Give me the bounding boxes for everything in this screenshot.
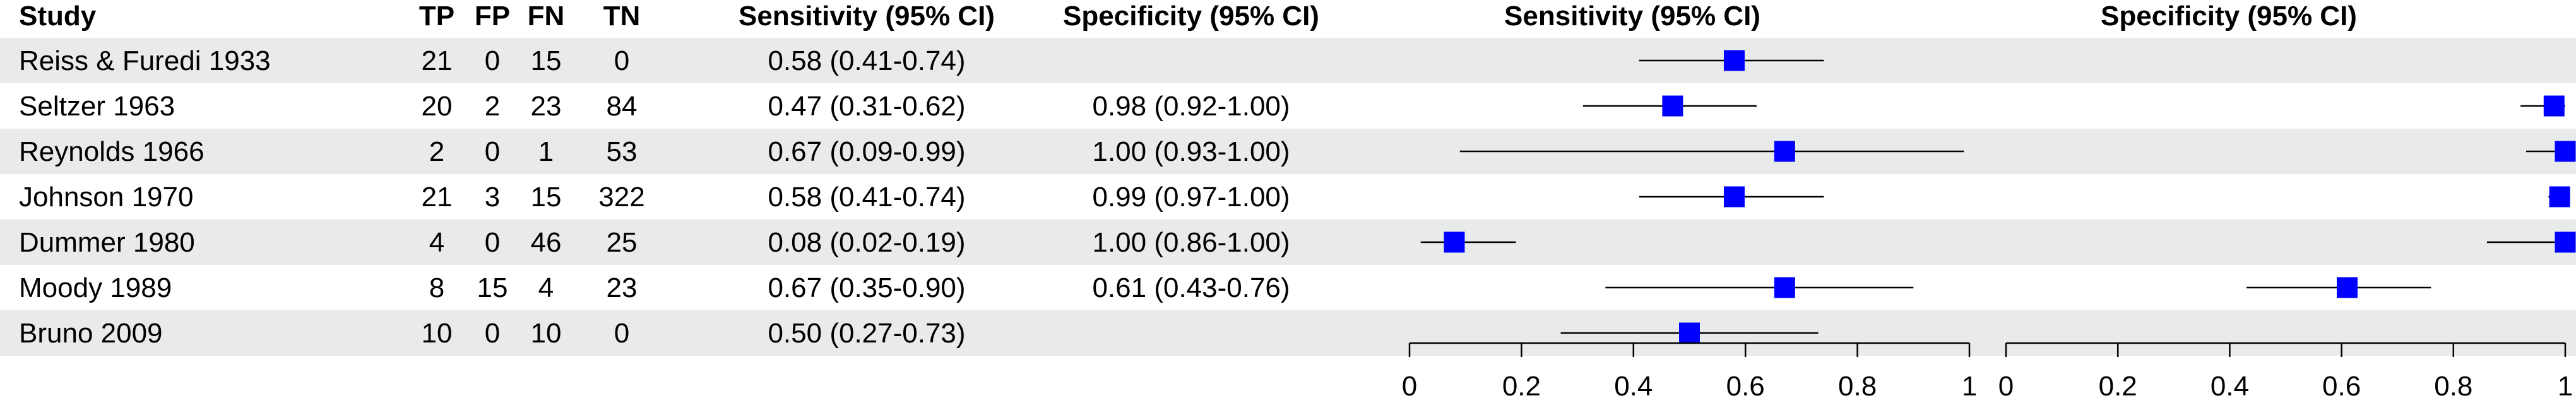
cell-fn: 4: [538, 272, 554, 303]
header-study: Study: [19, 1, 97, 32]
cell-tp: 20: [422, 91, 453, 122]
cell-tn: 322: [598, 182, 644, 213]
cell-tp: 21: [422, 45, 453, 76]
sensitivity-point: [1723, 186, 1745, 207]
cell-sens-text: 0.47 (0.31-0.62): [768, 91, 965, 122]
specificity-tick-label: 0.4: [2211, 371, 2249, 402]
cell-study: Moody 1989: [19, 272, 172, 303]
cell-tp: 4: [429, 227, 444, 258]
row-stripe: [0, 129, 2576, 174]
table-row: Seltzer 1963 20 2 23 84 0.47 (0.31-0.62) 0.98 …: [19, 91, 1290, 122]
cell-study: Reynolds 1966: [19, 136, 205, 167]
cell-fn: 23: [531, 91, 562, 122]
table-row: Reiss & Furedi 1933 21 0 15 0 0.58 (0.41-0.74…: [19, 45, 966, 76]
sensitivity-tick-label: 1: [1962, 371, 1977, 402]
x-axes: 0 0.2 0.4 0.6 0.8 1 0 0.2 0.4 0.6 0.8 1: [1402, 342, 2573, 402]
table-row: Bruno 2009 10 0 10 0 0.50 (0.27-0.73): [19, 318, 966, 349]
cell-tp: 8: [429, 272, 444, 303]
table-row: Reynolds 1966 2 0 1 53 0.67 (0.09-0.99) 1.00 (…: [19, 136, 1290, 167]
cell-tn: 53: [607, 136, 638, 167]
cell-fp: 0: [485, 136, 500, 167]
cell-sens-text: 0.67 (0.35-0.90): [768, 272, 965, 303]
header-specificity-ci: Specificity (95% CI): [1063, 1, 1319, 32]
cell-tp: 21: [422, 182, 453, 213]
header-specificity-plot: Specificity (95% CI): [2101, 1, 2357, 32]
cell-tn: 84: [607, 91, 638, 122]
specificity-tick-label: 0.8: [2434, 371, 2472, 402]
cell-fp: 0: [485, 318, 500, 349]
row-stripe: [0, 219, 2576, 265]
sensitivity-point: [1774, 277, 1795, 298]
header-sensitivity-plot: Sensitivity (95% CI): [1504, 1, 1760, 32]
specificity-point: [2336, 277, 2358, 298]
table-row: Johnson 1970 21 3 15 322 0.58 (0.41-0.74) 0.99…: [19, 182, 1290, 213]
table-row: Moody 1989 8 15 4 23 0.67 (0.35-0.90) 0.61 (0.…: [19, 272, 1290, 303]
cell-sens-text: 0.58 (0.41-0.74): [768, 182, 965, 213]
sensitivity-point: [1679, 322, 1700, 344]
cell-fn: 1: [538, 136, 554, 167]
specificity-point: [2543, 95, 2565, 117]
sensitivity-point: [1774, 141, 1795, 162]
cell-sens-text: 0.67 (0.09-0.99): [768, 136, 965, 167]
cell-spec-text: 0.99 (0.97-1.00): [1092, 182, 1290, 213]
sensitivity-tick-label: 0.2: [1502, 371, 1541, 402]
specificity-point: [2549, 186, 2570, 207]
cell-sens-text: 0.58 (0.41-0.74): [768, 45, 965, 76]
cell-study: Johnson 1970: [19, 182, 193, 213]
cell-fn: 15: [531, 182, 562, 213]
sensitivity-panel: [1420, 50, 1964, 344]
cell-fn: 10: [531, 318, 562, 349]
cell-fp: 0: [485, 45, 500, 76]
header-fp: FP: [475, 1, 510, 32]
cell-study: Seltzer 1963: [19, 91, 175, 122]
cell-sens-text: 0.08 (0.02-0.19): [768, 227, 965, 258]
cell-spec-text: 1.00 (0.86-1.00): [1092, 227, 1290, 258]
sensitivity-tick-label: 0.8: [1838, 371, 1877, 402]
header-tn: TN: [603, 1, 641, 32]
cell-sens-text: 0.50 (0.27-0.73): [768, 318, 965, 349]
sensitivity-point: [1444, 231, 1465, 253]
column-headers: Study TP FP FN TN Sensitivity (95% CI) S…: [19, 1, 2357, 32]
specificity-point: [2555, 231, 2576, 253]
cell-tp: 10: [422, 318, 453, 349]
specificity-panel: [2246, 95, 2576, 298]
sensitivity-tick-label: 0: [1402, 371, 1417, 402]
cell-spec-text: 0.98 (0.92-1.00): [1092, 91, 1290, 122]
sensitivity-point: [1662, 95, 1683, 117]
specificity-tick-label: 0: [1998, 371, 2014, 402]
cell-study: Bruno 2009: [19, 318, 163, 349]
cell-fp: 2: [485, 91, 500, 122]
sensitivity-point: [1723, 50, 1745, 71]
cell-study: Reiss & Furedi 1933: [19, 45, 271, 76]
cell-fp: 15: [477, 272, 508, 303]
cell-spec-text: 1.00 (0.93-1.00): [1092, 136, 1290, 167]
header-tp: TP: [419, 1, 454, 32]
cell-study: Dummer 1980: [19, 227, 195, 258]
header-fn: FN: [528, 1, 565, 32]
cell-tp: 2: [429, 136, 444, 167]
specificity-tick-label: 0.6: [2322, 371, 2361, 402]
cell-spec-text: 0.61 (0.43-0.76): [1092, 272, 1290, 303]
cell-tn: 0: [614, 45, 629, 76]
specificity-tick-label: 1: [2558, 371, 2573, 402]
specificity-point: [2555, 141, 2576, 162]
specificity-tick-label: 0.2: [2099, 371, 2137, 402]
table-row: Dummer 1980 4 0 46 25 0.08 (0.02-0.19) 1.00 (0…: [19, 227, 1290, 258]
cell-fp: 0: [485, 227, 500, 258]
cell-tn: 25: [607, 227, 638, 258]
cell-tn: 23: [607, 272, 638, 303]
cell-fp: 3: [485, 182, 500, 213]
row-stripes: [0, 38, 2576, 356]
sensitivity-tick-label: 0.4: [1614, 371, 1653, 402]
header-sensitivity-ci: Sensitivity (95% CI): [739, 1, 995, 32]
cell-fn: 46: [531, 227, 562, 258]
cell-tn: 0: [614, 318, 629, 349]
row-stripe: [0, 38, 2576, 83]
cell-fn: 15: [531, 45, 562, 76]
study-table: Reiss & Furedi 1933 21 0 15 0 0.58 (0.41-0.74…: [19, 45, 1290, 349]
row-stripe: [0, 310, 2576, 356]
sensitivity-tick-label: 0.6: [1726, 371, 1765, 402]
